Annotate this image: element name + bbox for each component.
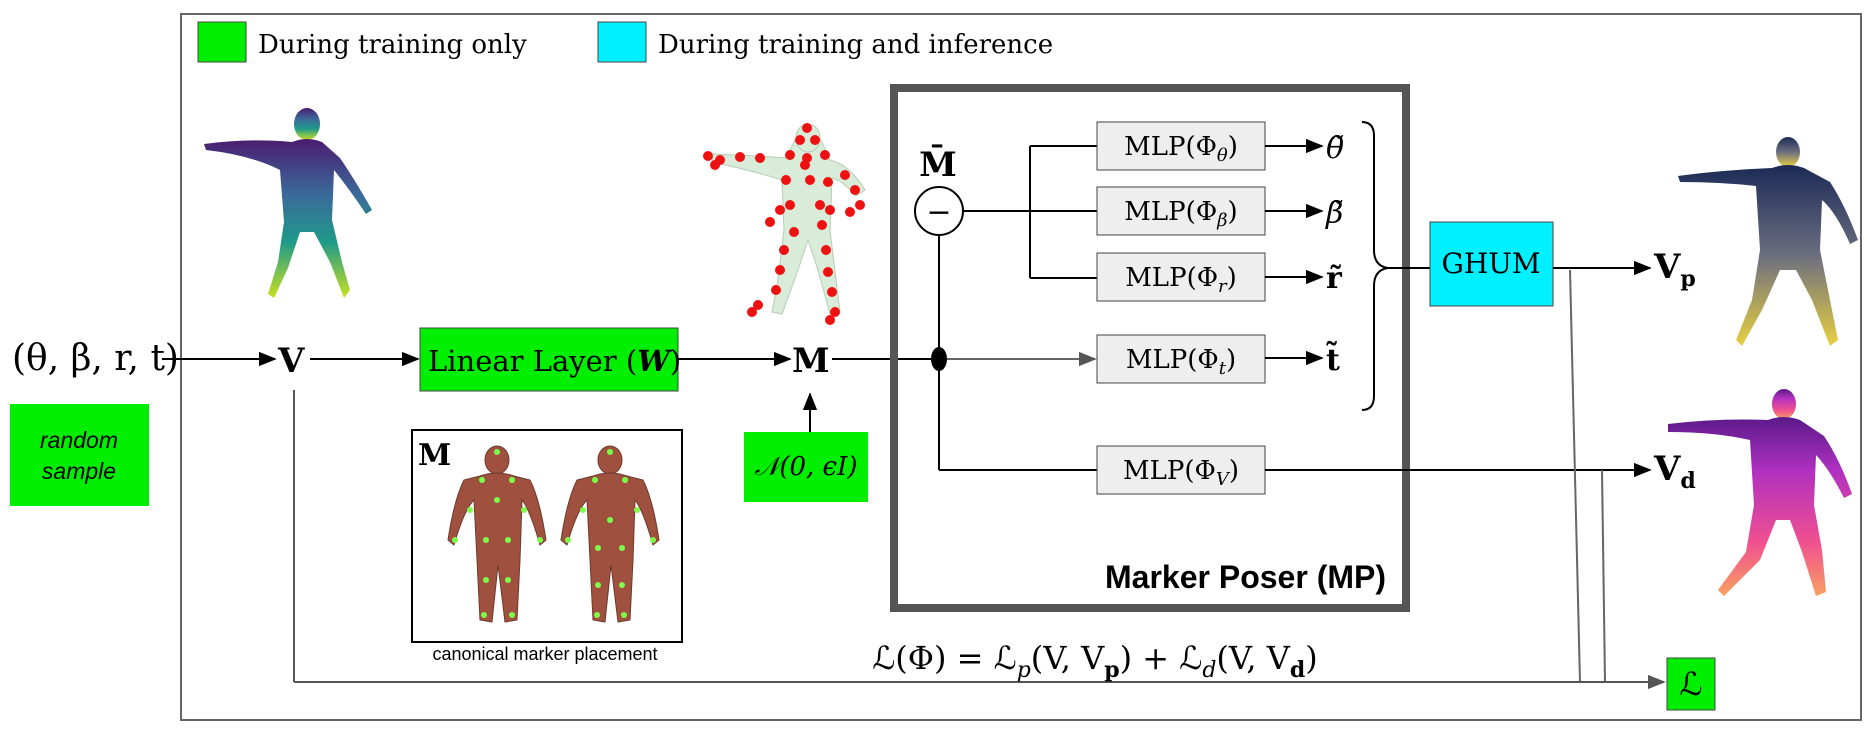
output-r: r̃	[1326, 261, 1343, 296]
random-sample-label-line1: random	[40, 427, 118, 453]
svg-text:MLP(Φθ): MLP(Φθ)	[1124, 132, 1238, 166]
output-Vp: Vp	[1653, 247, 1696, 292]
marker-placement-M: M	[418, 438, 451, 473]
human-markers	[703, 123, 866, 325]
legend: During training only During training and…	[197, 21, 1053, 63]
subtract-symbol: −	[926, 195, 951, 230]
V-node: V	[277, 341, 305, 381]
legend-cyan-swatch	[597, 21, 647, 63]
linear-layer-label: Linear Layer (W)	[428, 344, 681, 378]
loss-box-label: ℒ	[1679, 665, 1702, 703]
marker-poser-title: Marker Poser (MP)	[1105, 559, 1386, 595]
input-params: (θ, β, r, t)	[12, 338, 179, 379]
mlp-beta: MLP(Φβ)	[1096, 186, 1266, 236]
svg-text:MLP(Φt): MLP(Φt)	[1126, 345, 1236, 379]
loss-box	[1666, 657, 1716, 711]
svg-text:MLP(Φr): MLP(Φr)	[1125, 263, 1237, 297]
ghum-box	[1429, 221, 1554, 307]
human-mesh-displacement	[1668, 389, 1852, 596]
mlp-theta: MLP(Φθ)	[1096, 121, 1266, 171]
output-Vd: Vd	[1653, 449, 1696, 494]
marker-poser-box	[890, 84, 1410, 612]
loss-formula: ℒ(Φ) = ℒp(V, Vp) + ℒd(V, Vd)	[872, 639, 1318, 683]
human-mesh-viridis	[204, 108, 372, 298]
mean-marker-label: M̄	[919, 144, 957, 185]
legend-training-only-label: During training only	[258, 30, 527, 60]
mlp-t: MLP(Φt)	[1096, 334, 1266, 384]
mlp-r: MLP(Φr)	[1096, 252, 1266, 302]
marker-placement-box	[411, 429, 683, 643]
junction-node	[931, 347, 947, 371]
legend-training-inference-label: During training and inference	[658, 30, 1053, 60]
svg-text:MLP(ΦV): MLP(ΦV)	[1123, 456, 1239, 490]
output-t: t̃	[1326, 341, 1340, 378]
random-sample-label-line2: sample	[42, 458, 116, 484]
output-theta: θ̃	[1326, 131, 1344, 166]
legend-green-swatch	[197, 21, 247, 63]
mlp-V: MLP(ΦV)	[1096, 445, 1266, 495]
output-beta: β̃	[1325, 196, 1343, 231]
M-node: M	[792, 341, 830, 381]
svg-text:MLP(Φβ): MLP(Φβ)	[1124, 197, 1237, 231]
random-sample-box	[10, 404, 149, 506]
curly-brace	[1361, 121, 1389, 411]
outer-frame	[180, 13, 1862, 721]
noise-box	[744, 432, 868, 502]
human-mesh-predicted	[1678, 137, 1858, 346]
noise-label: 𝒩(0, ϵI)	[754, 452, 857, 482]
marker-placement-caption: canonical marker placement	[432, 644, 657, 664]
ghum-label: GHUM	[1441, 247, 1540, 280]
canonical-markers	[452, 449, 656, 618]
linear-layer-box	[419, 327, 679, 392]
